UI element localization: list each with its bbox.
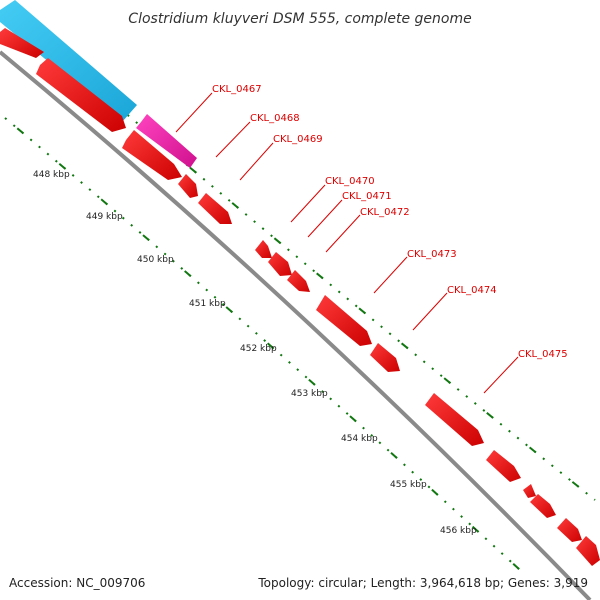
major-tick [528, 446, 537, 454]
major-tick [225, 306, 233, 314]
major-tick [443, 377, 452, 384]
gene-label: CKL_0471 [342, 191, 392, 202]
gene-label: CKL_0473 [407, 249, 457, 260]
leader-line [373, 256, 408, 294]
gene-label: CKL_0472 [360, 207, 410, 218]
kbp-label: 455 kbp [390, 480, 427, 490]
kbp-label: 450 kbp [137, 255, 174, 265]
gene-arrow [370, 343, 400, 372]
major-tick [16, 127, 25, 135]
gene-arrow [255, 240, 272, 258]
gene-arrow [198, 193, 232, 224]
leader-line [239, 142, 274, 181]
genome-backbone [0, 50, 592, 600]
topology-text: Topology: circular; Length: 3,964,618 bp… [257, 576, 588, 590]
gene-label: CKL_0467 [212, 84, 262, 95]
leader-line [290, 184, 326, 223]
major-tick [512, 562, 520, 570]
major-tick [400, 342, 409, 350]
gene-arrow [316, 295, 372, 346]
major-tick [471, 525, 480, 533]
gene-arrow [523, 484, 536, 498]
kbp-label: 454 kbp [341, 434, 378, 444]
label-leaders [175, 92, 519, 394]
major-tick [184, 270, 192, 277]
gene-label: CKL_0470 [325, 176, 375, 187]
major-ticks [16, 24, 580, 570]
major-tick [58, 162, 67, 170]
leader-line [325, 214, 361, 253]
blue-feature [0, 0, 137, 122]
major-tick [390, 452, 398, 459]
major-tick [486, 412, 494, 419]
gene-arrow [0, 28, 44, 58]
gene-arrow [576, 536, 600, 566]
gene-arrow [530, 494, 556, 518]
kbp-label: 456 kbp [440, 526, 477, 536]
accession-text: Accession: NC_009706 [9, 576, 145, 590]
major-tick [266, 342, 275, 350]
leader-line [215, 121, 251, 158]
kbp-scale: 448 kbp 449 kbp 450 kbp 451 kbp 452 kbp … [33, 170, 477, 536]
major-tick [316, 272, 324, 280]
gene-arrow [486, 450, 521, 482]
major-tick [142, 234, 150, 242]
kbp-label: 451 kbp [189, 299, 226, 309]
major-tick [349, 415, 357, 423]
gene-labels: CKL_0467 CKL_0468 CKL_0469 CKL_0470 CKL_… [212, 84, 568, 360]
map-title: Clostridium kluyveri DSM 555, complete g… [128, 11, 471, 27]
major-tick [358, 307, 366, 315]
major-tick [189, 166, 197, 174]
gene-arrow [178, 174, 198, 198]
major-tick [431, 488, 439, 496]
leader-line [175, 92, 213, 133]
gene-arrow [36, 58, 126, 132]
gene-arrow [287, 270, 310, 292]
gene-arrow [557, 518, 582, 542]
gene-arrow [268, 252, 292, 276]
major-tick [231, 202, 239, 209]
gene-label: CKL_0474 [447, 285, 497, 296]
kbp-label: 449 kbp [86, 212, 123, 222]
tick-lines [4, 14, 596, 571]
major-tick [308, 378, 316, 386]
major-tick [273, 237, 282, 245]
magenta-feature [136, 114, 197, 168]
major-tick [571, 481, 580, 488]
gene-label: CKL_0468 [250, 113, 300, 124]
leader-line [483, 356, 519, 394]
leader-line [307, 199, 343, 238]
kbp-label: 448 kbp [33, 170, 70, 180]
gene-label: CKL_0469 [273, 134, 323, 145]
gene-label: CKL_0475 [518, 349, 568, 360]
kbp-label: 452 kbp [240, 344, 277, 354]
leader-line [412, 292, 448, 331]
gene-arrow [122, 130, 182, 180]
kbp-label: 453 kbp [291, 389, 328, 399]
major-tick [100, 198, 108, 206]
feature-track [0, 0, 600, 566]
gene-arrow [425, 393, 484, 446]
